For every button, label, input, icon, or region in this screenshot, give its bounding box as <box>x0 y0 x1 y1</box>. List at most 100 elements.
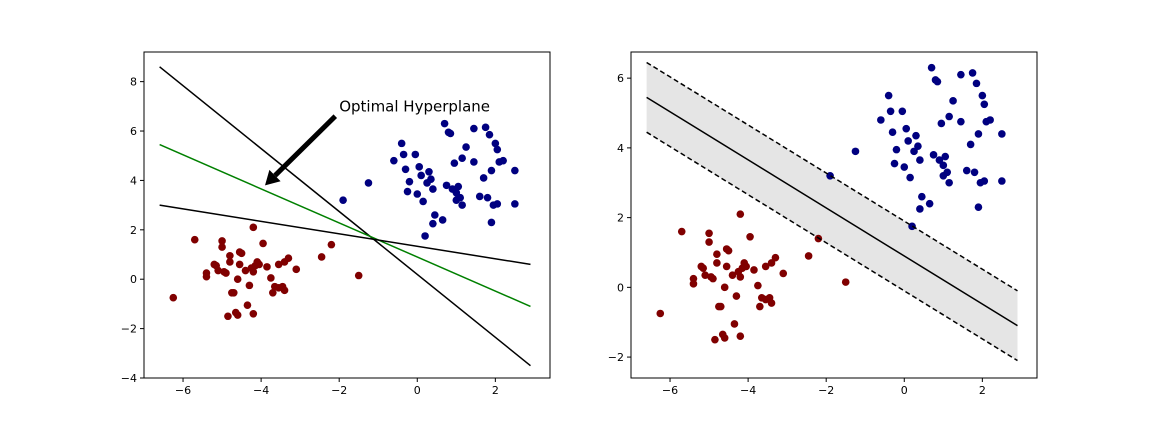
chart2-x-tick-label: 0 <box>901 384 908 397</box>
chart1-class2-point <box>401 165 410 174</box>
chart1-class1-point <box>245 281 254 290</box>
chart2-margin-line-2 <box>646 61 1018 292</box>
chart2-class2-point <box>968 69 977 77</box>
chart1-class2-point <box>339 196 347 204</box>
chart2-class1-point <box>677 227 686 236</box>
chart1-class1-point <box>284 254 293 263</box>
chart2-class2-point <box>972 79 981 88</box>
chart1-class1-point <box>249 309 258 318</box>
chart1-class2-point <box>475 192 484 201</box>
chart1-class2-point <box>446 129 455 138</box>
chart1-plot-area <box>159 66 531 367</box>
chart2-class2-point <box>978 91 987 100</box>
chart1-class1-point <box>169 293 178 302</box>
chart2-class2-point <box>884 91 893 100</box>
chart2-class1-point <box>713 250 721 259</box>
chart2-plot-area <box>646 61 1018 362</box>
chart1-class2-point <box>493 145 502 154</box>
chart1-class2-point <box>438 216 447 224</box>
chart2-class2-point <box>998 177 1006 185</box>
chart2-class1-point <box>689 274 698 283</box>
chart2-class1-point <box>736 273 745 281</box>
chart1-class2-point <box>405 177 414 186</box>
chart2-class1-point <box>736 210 745 218</box>
chart2-class1-point <box>722 262 731 271</box>
chart2-class2-point <box>877 116 885 124</box>
chart1-y-tick-label: 6 <box>130 125 137 138</box>
chart2-class1-point <box>754 281 762 290</box>
chart1-class2-point <box>403 187 412 196</box>
chart2-class1-point <box>716 302 725 311</box>
chart2-class1-point <box>720 283 729 292</box>
chart2-class1-point <box>724 246 733 255</box>
chart2-class2-point <box>974 130 983 138</box>
chart2-class2-point <box>957 117 965 126</box>
chart1-class2-point <box>470 158 478 166</box>
chart2-class2-point <box>933 77 942 86</box>
chart2-separating-line-1 <box>646 96 1018 327</box>
chart2-class1-point <box>720 334 729 342</box>
chart1-class1-point <box>249 223 258 232</box>
chart1-class2-point <box>458 201 466 209</box>
chart2-class2-point <box>916 156 924 164</box>
chart2-class1-point <box>730 320 739 328</box>
chart2-x-tick-label: −2 <box>818 384 834 397</box>
left-chart-panel: −6 −4 −2 0 2 −4 −2 0 2 4 6 8 Optimal Hyperplane <box>121 51 551 397</box>
chart2-class2-point <box>935 156 944 164</box>
chart2-class1-point <box>804 252 813 260</box>
chart1-class2-point <box>425 167 433 176</box>
chart2-class1-point <box>779 269 788 278</box>
chart2-class1-point <box>756 302 764 311</box>
chart1-class1-point <box>226 251 234 260</box>
chart1-class2-point <box>485 130 494 139</box>
chart2-class2-point <box>910 147 918 156</box>
right-chart-panel: −6 −4 −2 0 2 −2 0 2 4 6 <box>608 51 1038 397</box>
chart2-class1-point <box>732 292 741 300</box>
chart1-separating-line-1 <box>159 66 531 367</box>
chart1-class2-point <box>429 185 437 193</box>
chart1-class1-point <box>317 253 326 261</box>
chart1-class2-point <box>454 182 463 191</box>
chart2-class2-point <box>912 131 920 140</box>
chart1-optimal-hyperplane-line-2 <box>159 143 531 308</box>
chart2-class2-point <box>916 205 924 213</box>
chart1-class1-point <box>222 269 230 277</box>
chart2-class2-point <box>886 107 895 116</box>
chart2-class1-point <box>767 299 776 307</box>
chart1-class2-point <box>470 124 478 133</box>
chart2-class1-point <box>750 266 758 274</box>
chart2-class2-point <box>918 192 926 201</box>
chart1-class2-point <box>442 181 451 190</box>
chart2-y-tick-label: −2 <box>608 351 624 364</box>
chart2-class1-point <box>713 259 721 267</box>
chart2-class2-point <box>914 142 922 150</box>
chart1-class1-point <box>255 260 263 269</box>
chart1-class2-point <box>481 123 490 132</box>
chart2-class2-point <box>966 140 975 149</box>
chart2-class2-point <box>974 203 983 211</box>
chart1-class1-point <box>267 274 275 282</box>
chart1-x-tick-label: −4 <box>253 384 269 397</box>
chart1-class2-point <box>413 190 422 198</box>
chart2-class1-point <box>711 335 719 344</box>
chart2-class1-point <box>746 232 754 241</box>
chart1-class1-point <box>292 265 301 274</box>
chart1-class1-point <box>202 272 211 281</box>
chart2-class2-point <box>949 97 957 105</box>
chart1-class2-point <box>462 143 470 151</box>
chart1-x-tick-label: 2 <box>492 384 499 397</box>
chart2-class2-point <box>908 222 916 231</box>
chart2-class2-point <box>826 171 834 180</box>
chart1-class1-point <box>237 249 246 258</box>
chart1-class2-point <box>479 174 488 182</box>
chart1-class2-point <box>450 159 459 167</box>
chart2-class2-point <box>962 166 971 175</box>
chart2-class2-point <box>927 63 936 72</box>
chart1-class2-point <box>491 139 500 148</box>
chart1-class2-point <box>390 156 398 165</box>
chart1-class2-point <box>456 193 465 202</box>
chart1-class1-point <box>218 237 226 245</box>
chart1-class1-point <box>280 286 289 295</box>
chart1-class1-point <box>259 239 267 248</box>
